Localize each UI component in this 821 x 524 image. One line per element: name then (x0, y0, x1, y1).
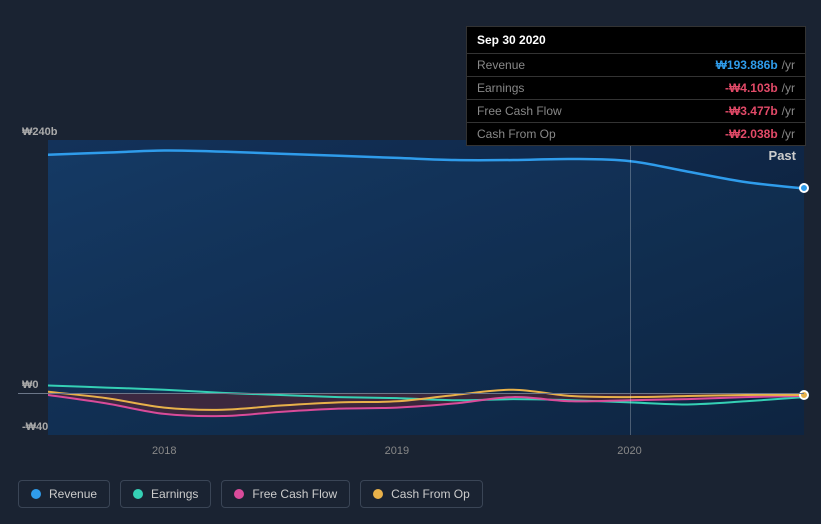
chart-svg (48, 140, 804, 435)
tooltip-row-label: Revenue (477, 58, 525, 72)
tooltip-row-label: Free Cash Flow (477, 104, 562, 118)
tooltip-row: Revenue ₩193.886b/yr (467, 54, 805, 77)
legend-swatch (31, 489, 41, 499)
x-axis-label: 2019 (385, 445, 409, 457)
legend: Revenue Earnings Free Cash Flow Cash From O… (18, 480, 483, 508)
y-axis-label: ₩240b (22, 126, 57, 138)
tooltip-row-label: Earnings (477, 81, 524, 95)
x-axis-line (18, 393, 804, 394)
legend-label: Free Cash Flow (252, 487, 337, 501)
tooltip-date: Sep 30 2020 (467, 27, 805, 54)
x-axis-label: 2020 (617, 445, 641, 457)
hover-vertical-line (630, 140, 631, 435)
y-axis-label: ₩0 (22, 379, 39, 391)
legend-label: Earnings (151, 487, 198, 501)
x-axis-label: 2018 (152, 445, 176, 457)
legend-label: Revenue (49, 487, 97, 501)
legend-item-cfo[interactable]: Cash From Op (360, 480, 483, 508)
tooltip-row: Cash From Op -₩2.038b/yr (467, 123, 805, 145)
legend-swatch (373, 489, 383, 499)
tooltip-row: Free Cash Flow -₩3.477b/yr (467, 100, 805, 123)
tooltip-row-label: Cash From Op (477, 127, 556, 141)
tooltip-row: Earnings -₩4.103b/yr (467, 77, 805, 100)
legend-item-fcf[interactable]: Free Cash Flow (221, 480, 350, 508)
legend-swatch (133, 489, 143, 499)
end-marker-revenue (799, 183, 809, 193)
chart-tooltip: Sep 30 2020 Revenue ₩193.886b/yr Earnings -… (466, 26, 806, 146)
end-marker-cfo (799, 390, 809, 400)
tooltip-row-value: -₩2.038b/yr (725, 127, 795, 141)
tooltip-row-value: ₩193.886b/yr (716, 58, 795, 72)
legend-swatch (234, 489, 244, 499)
tooltip-row-value: -₩3.477b/yr (725, 104, 795, 118)
legend-item-earnings[interactable]: Earnings (120, 480, 211, 508)
legend-label: Cash From Op (391, 487, 470, 501)
legend-item-revenue[interactable]: Revenue (18, 480, 110, 508)
plot-area[interactable]: Past (48, 140, 804, 435)
tooltip-row-value: -₩4.103b/yr (725, 81, 795, 95)
past-label: Past (769, 148, 796, 163)
